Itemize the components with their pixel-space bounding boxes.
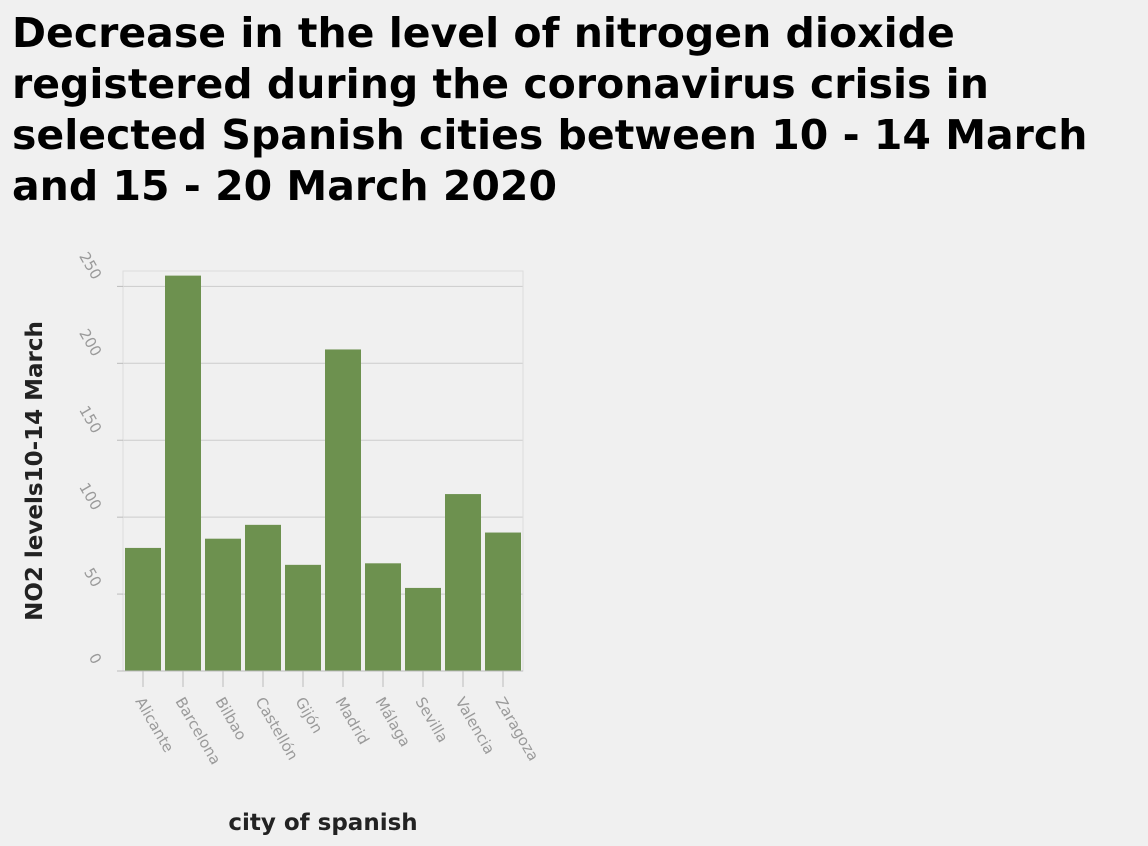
bars [125, 275, 521, 671]
bar-7 [405, 587, 441, 671]
bar-2 [205, 538, 241, 671]
x-tick-label: Alicante [132, 694, 178, 756]
bar-1 [165, 275, 201, 671]
x-tick-label: Gijón [292, 694, 327, 736]
bar-4 [285, 564, 321, 671]
x-tick-label: Málaga [372, 694, 415, 750]
bar-8 [445, 494, 481, 671]
y-tick-label: 0 [85, 650, 105, 667]
bar-6 [365, 563, 401, 671]
bar-9 [485, 532, 521, 671]
x-axis-title: city of spanish [228, 810, 417, 836]
axes [117, 285, 523, 687]
chart-title: Decrease in the level of nitrogen dioxid… [12, 9, 1088, 210]
x-tick-label: Bilbao [212, 694, 251, 743]
x-tick-label: Sevilla [412, 694, 452, 746]
y-axis-title: NO2 levels10-14 March [22, 321, 48, 621]
bar-5 [325, 349, 361, 671]
y-tick-label: 50 [80, 565, 105, 591]
y-tick-labels: 0 50 100 150 200 250 [75, 249, 105, 667]
bar-0 [125, 547, 161, 671]
y-tick-label: 200 [75, 326, 105, 360]
x-tick-label: Madrid [332, 694, 373, 748]
x-tick-label: Zaragoza [492, 694, 543, 764]
x-tick-label: Valencia [452, 694, 499, 757]
y-tick-label: 250 [75, 249, 105, 283]
y-tick-label: 150 [75, 403, 105, 437]
y-tick-label: 100 [75, 480, 105, 514]
bar-3 [245, 524, 281, 671]
